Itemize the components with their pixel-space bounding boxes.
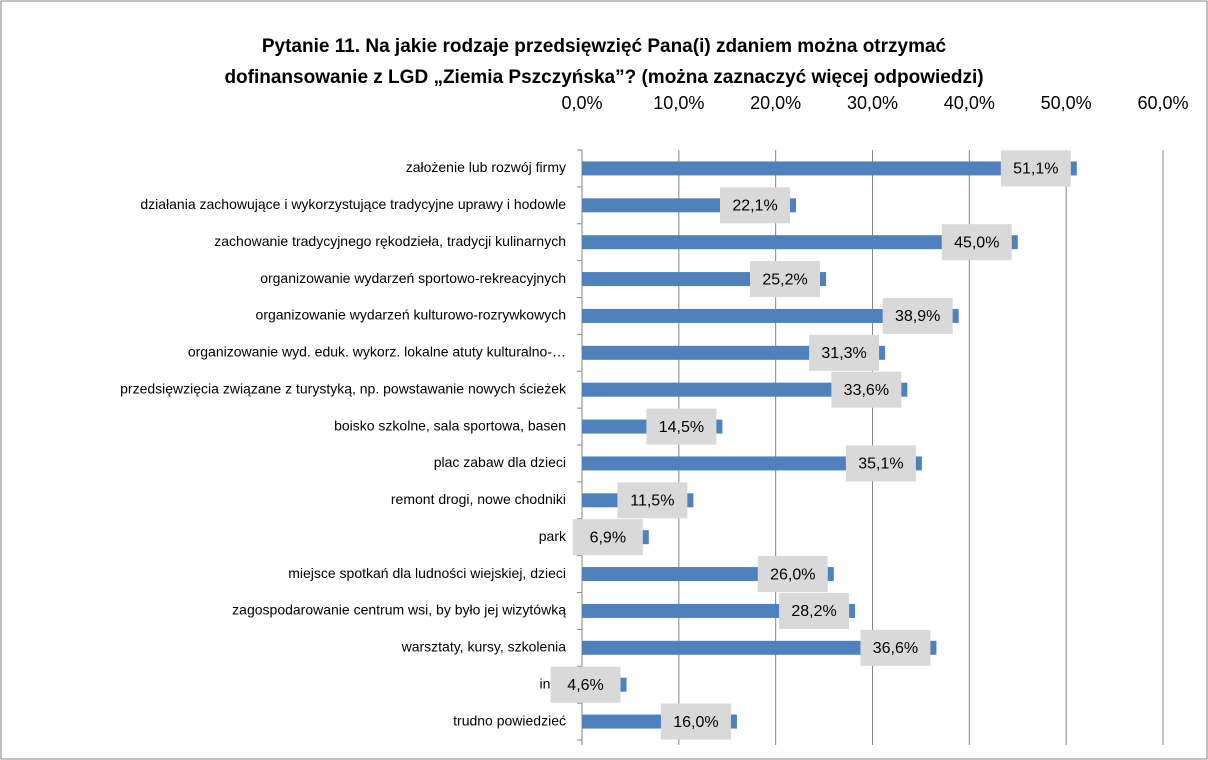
x-tick-label: 30,0% <box>847 93 898 113</box>
value-label-box <box>550 666 621 703</box>
y-tick-label: organizowanie wyd. eduk. wykorz. lokalne… <box>188 344 566 360</box>
y-tick-label: plac zabaw dla dzieci <box>434 454 566 470</box>
y-tick-label: zachowanie tradycyjnego rękodzieła, trad… <box>214 233 566 249</box>
value-label-box <box>720 187 791 224</box>
value-label-box <box>572 519 643 556</box>
value-label-box <box>831 371 902 408</box>
bar <box>582 308 959 323</box>
value-label: 36,6% <box>873 640 918 657</box>
y-tick-label: park <box>539 528 567 544</box>
value-label-box <box>757 556 828 593</box>
value-label: 11,5% <box>630 493 674 510</box>
value-label: 28,2% <box>791 603 836 620</box>
value-label-box <box>779 592 850 629</box>
y-tick-label: działania zachowujące i wykorzystujące t… <box>140 196 566 212</box>
bar <box>582 456 922 471</box>
y-tick-label: miejsce spotkań dla ludności wiejskiej, … <box>288 565 566 581</box>
value-label-box <box>750 261 821 298</box>
bar <box>582 161 1077 176</box>
x-tick-label: 20,0% <box>750 93 801 113</box>
value-label-box <box>809 334 880 371</box>
x-tick-label: 60,0% <box>1137 93 1188 113</box>
value-label: 4,6% <box>567 677 603 694</box>
value-label: 26,0% <box>770 566 815 583</box>
x-tick-label: 0,0% <box>561 93 602 113</box>
value-label-box <box>882 297 953 334</box>
value-label: 16,0% <box>673 714 718 731</box>
value-label: 22,1% <box>732 198 777 215</box>
x-tick-label: 40,0% <box>944 93 995 113</box>
value-label: 45,0% <box>954 234 999 251</box>
bar <box>582 382 908 397</box>
value-label-box <box>617 482 688 519</box>
y-tick-label: organizowanie wydarzeń sportowo-rekreacy… <box>260 270 566 286</box>
value-label-box <box>646 408 717 445</box>
value-label: 38,9% <box>895 308 940 325</box>
value-label-box <box>941 224 1012 261</box>
bar <box>582 235 1018 250</box>
value-label-box <box>1000 150 1071 187</box>
value-label: 31,3% <box>821 345 866 362</box>
y-tick-label: założenie lub rozwój firmy <box>406 159 566 175</box>
chart-title: Pytanie 11. Na jakie rodzaje przedsięwzi… <box>262 36 947 57</box>
y-tick-label: przedsięwzięcia związane z turystyką, np… <box>120 380 567 396</box>
value-label-box <box>660 703 731 740</box>
y-tick-label: organizowanie wydarzeń kulturowo-rozrywk… <box>256 307 566 323</box>
bar <box>582 640 937 655</box>
value-label-box <box>860 629 931 666</box>
value-label: 51,1% <box>1013 161 1058 178</box>
value-label: 35,1% <box>858 456 903 473</box>
value-label: 25,2% <box>762 271 807 288</box>
x-tick-label: 50,0% <box>1041 93 1092 113</box>
chart-title: dofinansowanie z LGD „Ziemia Pszczyńska”… <box>224 67 983 88</box>
value-label-box <box>845 445 916 482</box>
x-tick-label: 10,0% <box>653 93 704 113</box>
value-label: 14,5% <box>659 419 704 436</box>
value-label: 6,9% <box>590 529 626 546</box>
y-tick-label: zagospodarowanie centrum wsi, by było je… <box>232 602 566 618</box>
value-label: 33,6% <box>844 382 889 399</box>
y-tick-label: boisko szkolne, sala sportowa, basen <box>334 417 566 433</box>
y-tick-label: remont drogi, nowe chodniki <box>391 491 566 507</box>
y-tick-label: warsztaty, kursy, szkolenia <box>401 639 567 655</box>
y-tick-label: trudno powiedzieć <box>453 712 566 728</box>
